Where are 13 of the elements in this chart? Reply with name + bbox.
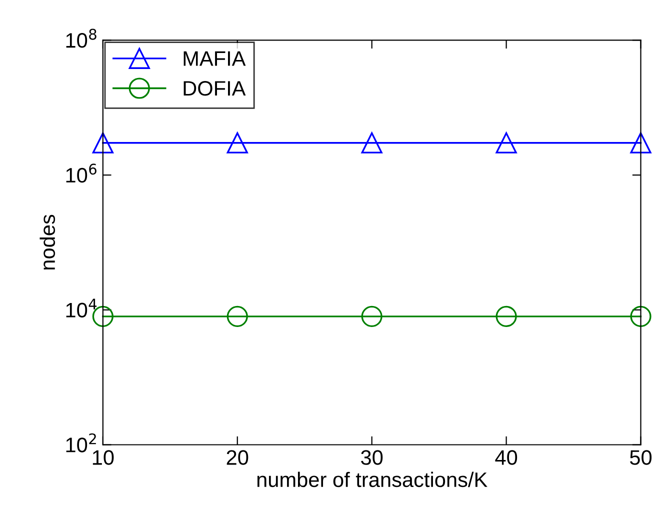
y-axis-title: nodes [40,214,56,270]
legend-label: MAFIA [184,51,246,66]
legend-label: DOFIA [184,81,246,96]
x-axis-title: number of transactions/K [257,472,488,488]
x-tick-label: 50 [630,450,652,465]
y-tick-label: 10$^{8}$ [66,28,96,48]
y-tick-label: 10$^{4}$ [66,298,97,318]
x-tick-label: 10 [92,450,114,465]
y-tick-label: 10$^{6}$ [66,164,96,183]
y-tick-label: 10$^{2}$ [66,433,96,452]
x-tick-label: 20 [226,450,248,465]
x-tick-label: 30 [361,450,383,465]
x-tick-label: 40 [495,450,518,465]
